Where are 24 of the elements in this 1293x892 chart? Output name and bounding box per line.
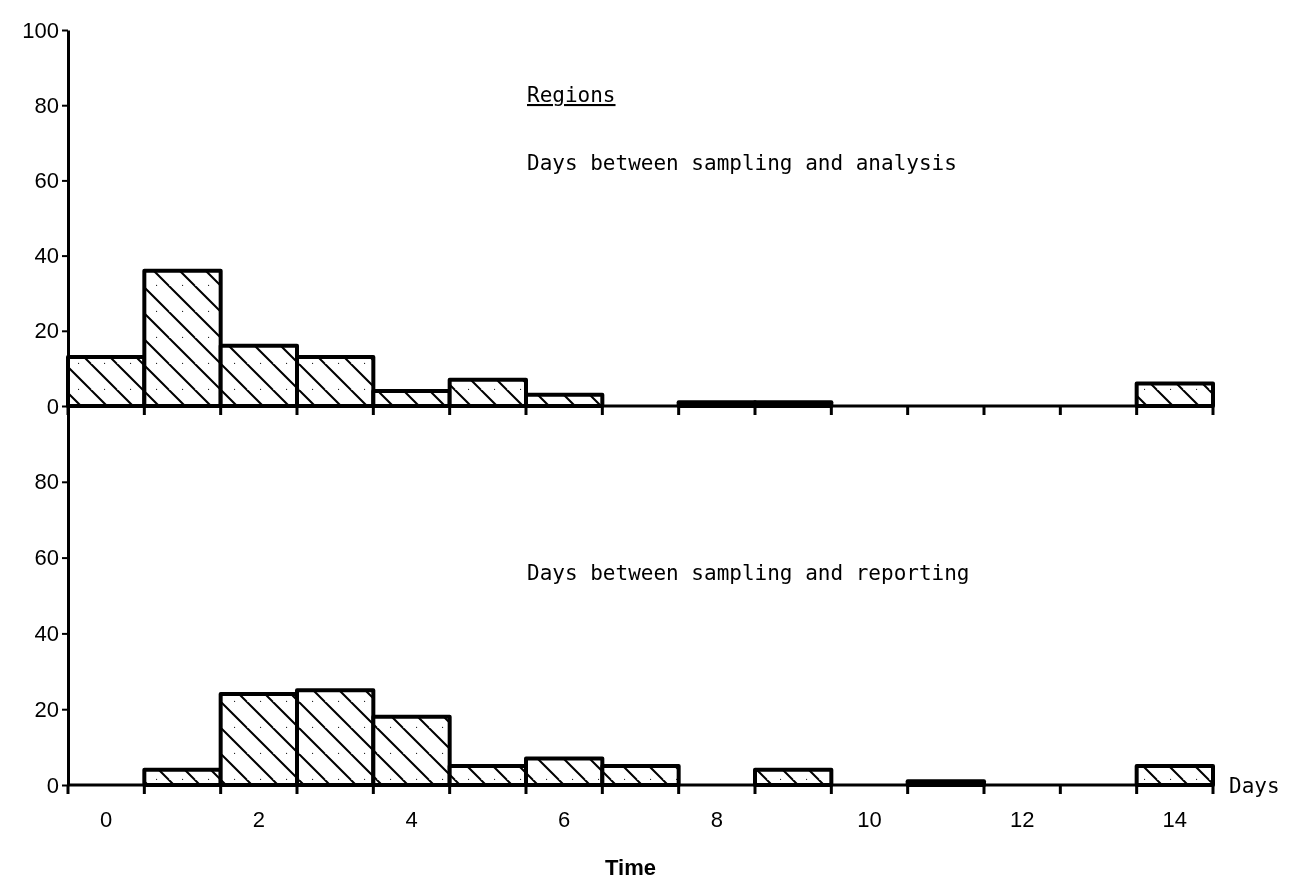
x-tick-label: 12 <box>1009 807 1035 832</box>
x-tick-label: 6 <box>558 807 571 832</box>
y-tick-label: 80 <box>34 469 59 495</box>
y-tick-label: 100 <box>22 17 59 43</box>
y-tick-label: 40 <box>34 620 59 646</box>
y-tick-label: 0 <box>46 772 59 798</box>
y-tick-label: 60 <box>34 545 59 571</box>
x-tick-label: 10 <box>857 807 882 832</box>
text: Days <box>1229 774 1280 798</box>
text: Days between sampling and analysis <box>527 151 957 175</box>
y-tick-label: 40 <box>34 243 59 269</box>
x-tick-label: 0 <box>100 807 113 832</box>
y-tick-label: 0 <box>46 393 59 419</box>
y-tick-label: 80 <box>34 92 59 118</box>
x-tick-label: 8 <box>710 807 723 832</box>
y-tick-label: 20 <box>34 318 59 344</box>
y-tick-label: 20 <box>34 696 59 722</box>
annotation: Regions <box>527 83 616 107</box>
y-tick-label: 60 <box>34 167 59 193</box>
x-tick-label: 4 <box>405 807 418 832</box>
x-axis-title: Time <box>605 855 656 880</box>
x-tick-label: 14 <box>1162 807 1188 832</box>
text: Days between sampling and reporting <box>527 561 970 585</box>
x-tick-label: 2 <box>252 807 265 832</box>
